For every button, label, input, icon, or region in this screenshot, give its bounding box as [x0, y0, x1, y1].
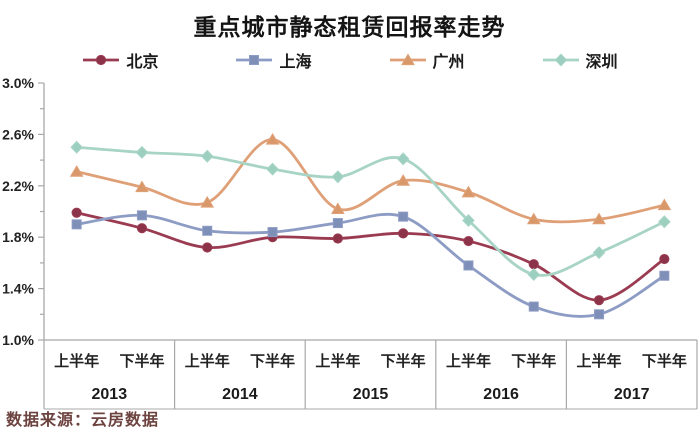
series-guangzhou [69, 132, 672, 225]
series-shanghai [71, 210, 670, 320]
legend-label: 北京 [126, 54, 159, 71]
x-half-label: 上半年 [185, 352, 230, 370]
y-tick-label: 1.4% [2, 281, 34, 297]
legend-item-guangzhou: 广州 [388, 48, 465, 72]
series-line-shenzhen [75, 145, 666, 277]
x-half-label: 下半年 [511, 352, 556, 370]
triangle-marker-icon [592, 212, 606, 225]
y-tick-label: 1.0% [2, 332, 34, 348]
triangle-marker-icon [135, 180, 149, 193]
legend-item-beijing: 北京 [81, 48, 158, 72]
triangle-marker-icon [400, 53, 415, 66]
source-note: 数据来源：云房数据 [6, 412, 160, 429]
triangle-marker-icon [526, 212, 541, 225]
circle-marker-icon [528, 259, 539, 270]
x-axis-table: 上半年 下半年 上半年 下半年 上半年 下半年 上半年 下半年 上半年 下半年 2013 2014 20… [43, 339, 698, 410]
diamond-marker-icon [70, 140, 83, 154]
diamond-marker-icon [658, 215, 671, 229]
series-line-shanghai [75, 212, 666, 318]
x-half-label: 下半年 [381, 352, 426, 370]
square-marker-icon [398, 211, 409, 222]
triangle-marker-icon [389, 53, 426, 66]
diamond-marker-icon [592, 246, 606, 260]
x-half-label: 上半年 [577, 352, 622, 370]
legend-label: 上海 [279, 54, 312, 71]
diamond-marker-icon [554, 53, 567, 67]
x-year-label: 2017 [614, 386, 650, 403]
y-axis: 3.0% 2.6% 2.2% 1.8% 1.4% 1.0% [2, 75, 45, 348]
circle-marker-icon [398, 228, 409, 239]
x-half-label: 下半年 [119, 352, 164, 370]
diamond-marker-icon [331, 170, 345, 184]
x-year-label: 2013 [92, 386, 128, 403]
x-half-label: 下半年 [642, 352, 687, 370]
legend: 北京 上海 广州 深圳 [0, 48, 699, 72]
series-shenzhen [70, 140, 671, 281]
y-tick-label: 2.6% [2, 126, 34, 142]
circle-marker-icon [332, 233, 343, 244]
y-tick-label: 2.2% [2, 178, 34, 194]
triangle-marker-icon [69, 165, 84, 177]
circle-marker-icon [659, 253, 670, 265]
x-half-label: 上半年 [446, 352, 491, 370]
diamond-marker-icon [200, 149, 214, 163]
triangle-marker-icon [265, 132, 280, 145]
square-marker-icon [71, 219, 82, 230]
circle-marker-icon [83, 54, 120, 66]
square-marker-icon [659, 270, 670, 281]
circle-marker-icon [96, 54, 107, 66]
circle-marker-icon [463, 235, 474, 247]
x-half-label: 下半年 [250, 352, 295, 370]
square-marker-icon [463, 260, 474, 271]
circle-marker-icon [136, 223, 148, 234]
x-year-label: 2015 [353, 386, 389, 403]
triangle-marker-icon [330, 202, 345, 215]
x-year-label: 2014 [222, 386, 258, 403]
x-half-label: 上半年 [315, 352, 360, 370]
y-tick-label: 1.8% [2, 229, 34, 245]
chart-title: 重点城市静态租赁回报率走势 [193, 14, 506, 40]
diamond-marker-icon [135, 145, 149, 159]
diamond-marker-icon [527, 267, 541, 281]
diamond-marker-icon [542, 53, 579, 67]
triangle-marker-icon [657, 198, 672, 211]
diamond-marker-icon [462, 213, 475, 228]
circle-marker-icon [71, 207, 82, 218]
series-beijing [71, 207, 670, 306]
series-line-beijing [75, 211, 666, 302]
square-marker-icon [236, 55, 273, 65]
legend-item-shenzhen: 深圳 [541, 48, 618, 72]
square-marker-icon [332, 218, 343, 229]
triangle-marker-icon [396, 174, 411, 186]
legend-label: 深圳 [585, 54, 618, 71]
x-year-label: 2016 [483, 386, 519, 403]
x-half-label: 上半年 [54, 352, 99, 370]
square-marker-icon [136, 210, 147, 221]
series-line-guangzhou [75, 138, 666, 224]
square-marker-icon [594, 309, 605, 320]
legend-label: 广州 [432, 54, 465, 71]
square-marker-icon [202, 225, 213, 236]
circle-marker-icon [593, 295, 605, 306]
square-marker-icon [249, 55, 260, 65]
triangle-marker-icon [461, 185, 476, 198]
square-marker-icon [267, 227, 278, 238]
y-tick-label: 3.0% [2, 75, 34, 91]
legend-item-shanghai: 上海 [234, 48, 312, 72]
square-marker-icon [528, 301, 539, 312]
diamond-marker-icon [266, 162, 279, 176]
circle-marker-icon [202, 242, 213, 253]
triangle-marker-icon [200, 195, 215, 208]
diamond-marker-icon [396, 152, 410, 166]
